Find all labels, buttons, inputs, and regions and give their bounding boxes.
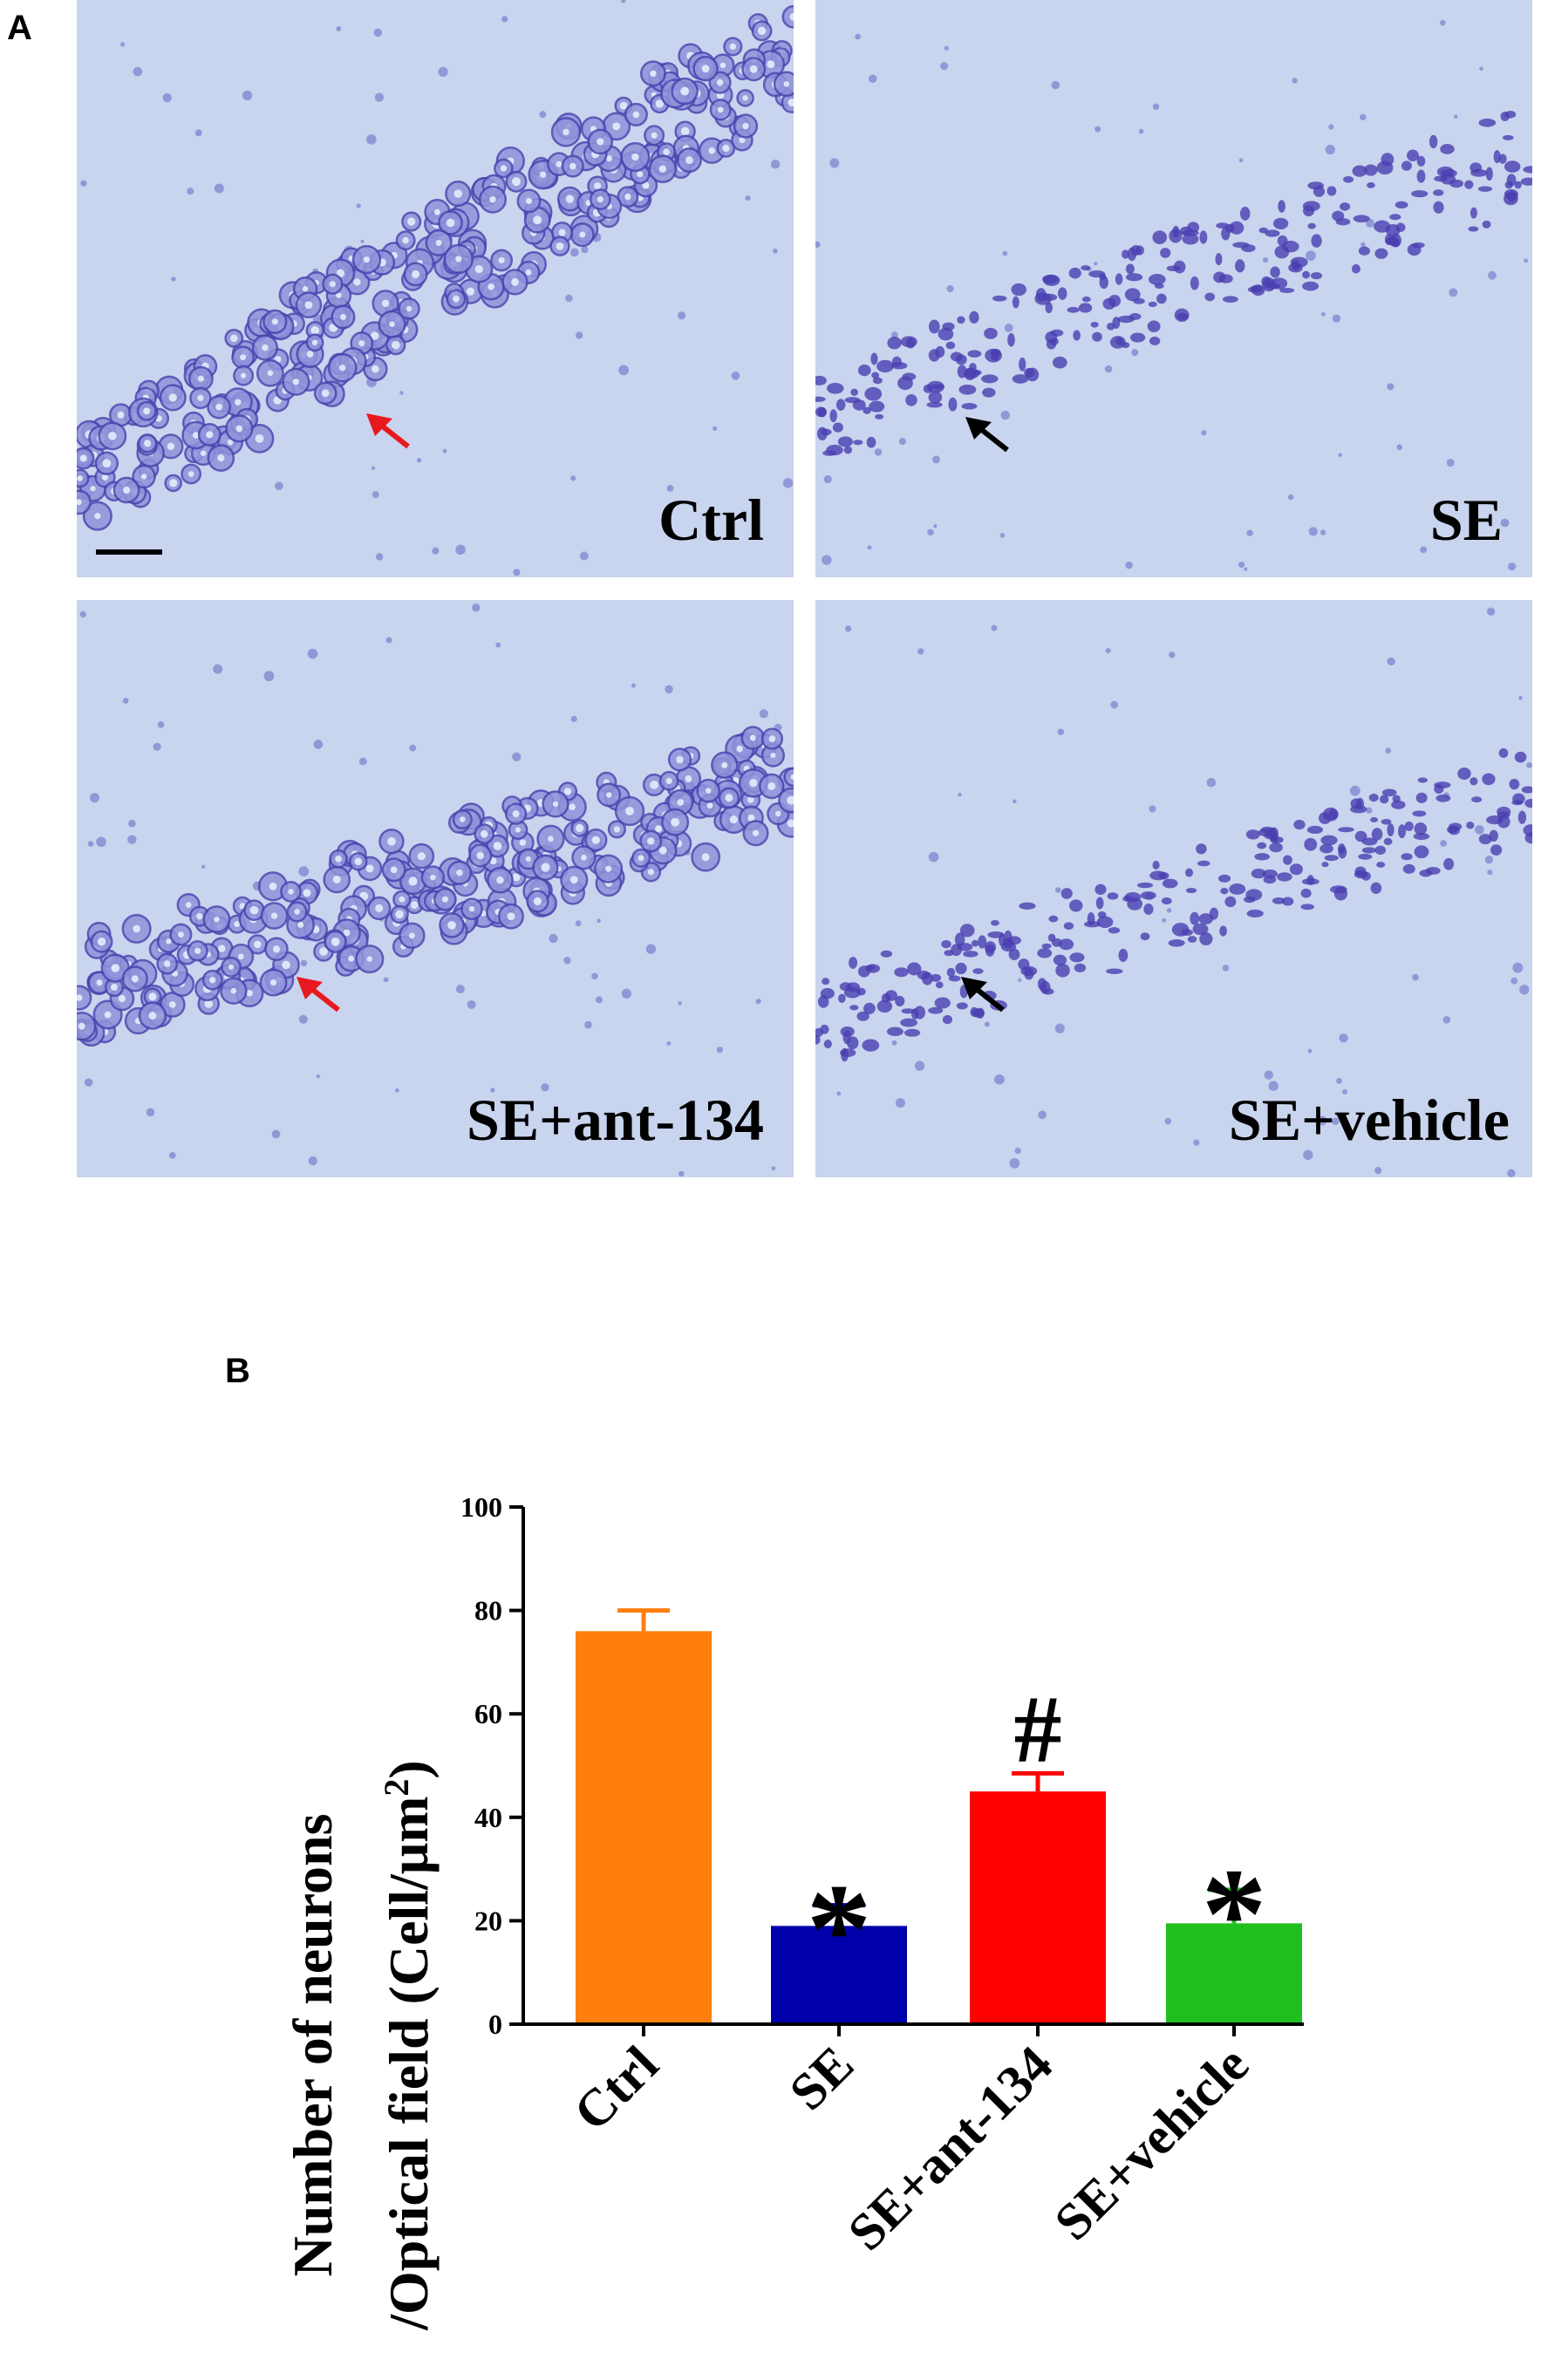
micrograph-se-vehicle-texture [815, 600, 1532, 1177]
bar-chart: Number of neurons /Optical field (Cell/μ… [282, 1491, 1304, 2331]
y-tick-label: 80 [474, 1595, 502, 1626]
chart-body: 0 20 40 60 80 100 Ctrl SE * SE+ant-134 # SE+vehicle… [460, 1491, 1304, 2261]
arrow-icon [366, 413, 410, 449]
significance-marker: * [1202, 1842, 1267, 1987]
y-tick-label: 0 [488, 2008, 502, 2040]
y-axis-label-line2-main: /Optical field (Cell/μm [378, 1797, 440, 2331]
x-tick-label: Ctrl [563, 2036, 669, 2142]
y-axis-label-line2: /Optical field (Cell/μm2) [377, 1760, 440, 2331]
micrograph-label-se: SE [1429, 487, 1503, 553]
significance-marker: * [807, 1858, 872, 2002]
micrograph-se-texture [815, 0, 1532, 577]
micrograph-label-se-vehicle: SE+vehicle [1228, 1087, 1510, 1153]
micrograph-ctrl: Ctrl [77, 0, 794, 577]
y-axis-label-line2-sup: 2 [377, 1779, 416, 1797]
x-tick-label: SE [779, 2036, 865, 2122]
arrow-icon [297, 977, 340, 1013]
bar [1166, 1923, 1302, 2024]
scale-bar [96, 549, 162, 555]
panel-a-letter: A [7, 9, 32, 47]
y-tick-label: 40 [474, 1802, 502, 1833]
bar [970, 1791, 1106, 2024]
micrograph-se: SE [815, 0, 1532, 577]
y-axis-label-line1: Number of neurons [282, 1813, 344, 2276]
micrograph-se-ant134: SE+ant-134 [77, 600, 794, 1177]
significance-marker: # [1014, 1675, 1062, 1782]
y-tick-label: 60 [474, 1698, 502, 1729]
micrograph-label-se-ant134: SE+ant-134 [466, 1087, 764, 1153]
panel-b-letter: B [225, 1352, 250, 1390]
micrograph-ctrl-texture [77, 0, 794, 577]
x-tick-label: SE+vehicle [1044, 2036, 1260, 2252]
bar [771, 1926, 907, 2024]
micrograph-se-vehicle: SE+vehicle [815, 600, 1532, 1177]
bar [576, 1631, 712, 2024]
arrow-icon [965, 417, 1009, 453]
y-tick-label: 20 [474, 1905, 502, 1936]
y-tick-label: 100 [460, 1491, 502, 1523]
arrow-icon [961, 977, 1005, 1013]
micrograph-se-ant134-texture [77, 600, 794, 1177]
x-tick-label: SE+ant-134 [837, 2036, 1063, 2261]
y-axis-label-line2-end: ) [378, 1760, 440, 1778]
micrograph-label-ctrl: Ctrl [658, 487, 764, 553]
